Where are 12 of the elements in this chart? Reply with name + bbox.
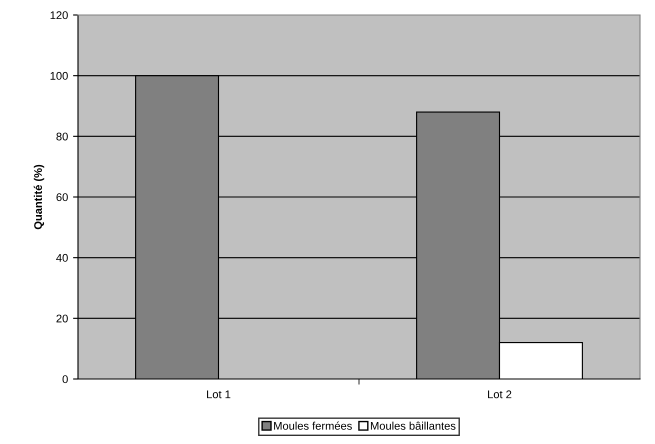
y-tick-label: 20: [56, 314, 68, 322]
y-tick-label: 40: [56, 254, 68, 262]
y-tick-label: 100: [50, 72, 68, 80]
legend-label: Moules bâillantes: [370, 422, 456, 430]
y-tick-label: 80: [56, 132, 68, 140]
x-tick-label: Lot 1: [207, 390, 230, 398]
y-tick-label: 120: [50, 11, 68, 20]
y-tick-label: 0: [62, 375, 68, 384]
legend-label: Moules fermées: [274, 422, 352, 430]
x-tick-label: Lot 2: [488, 390, 512, 398]
y-tick-label: 60: [56, 193, 68, 202]
y-axis-title: Quantité (%): [34, 164, 44, 230]
